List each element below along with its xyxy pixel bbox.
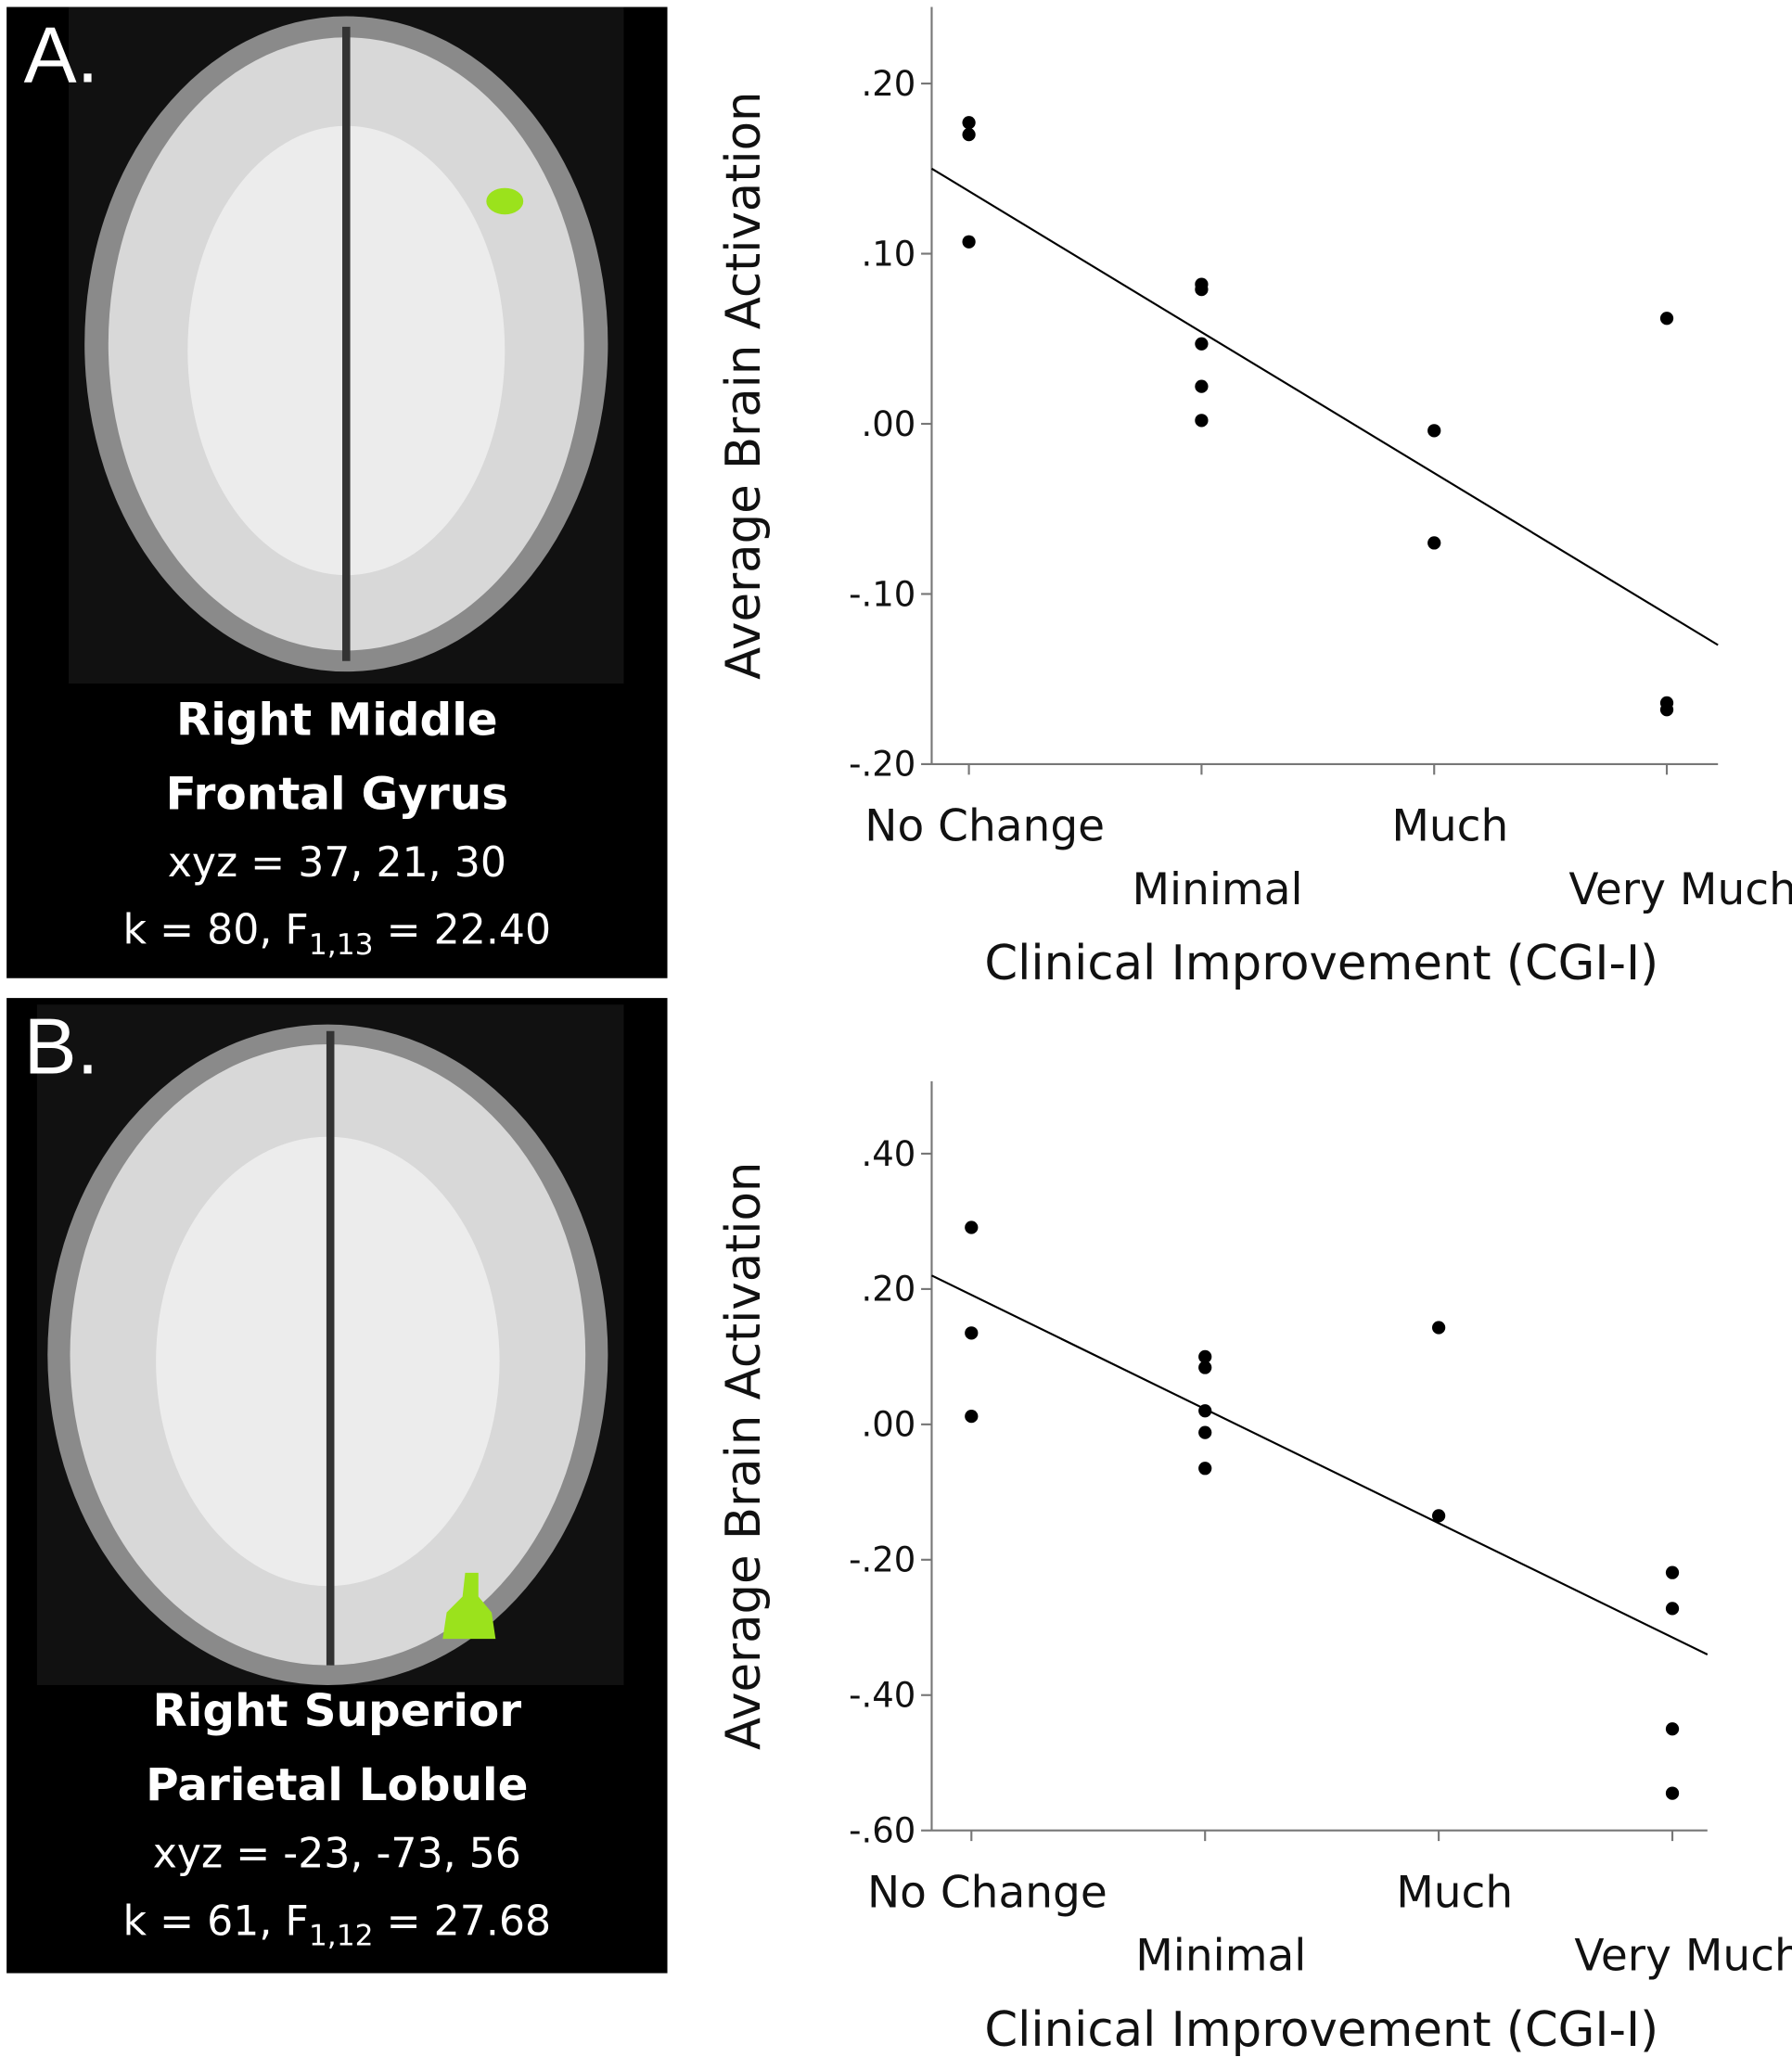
- stat-subscript: 1,13: [309, 928, 374, 962]
- x-tick-label: Very Much: [1568, 864, 1792, 915]
- x-tick-label: No Change: [867, 1867, 1107, 1918]
- y-tick-label: -.20: [849, 1540, 915, 1580]
- y-axis-title: Average Brain Activation: [716, 92, 772, 680]
- y-tick-label: -.40: [849, 1676, 915, 1716]
- point: [1427, 424, 1441, 438]
- point: [1195, 379, 1209, 393]
- panel-b-image: [6, 998, 668, 1974]
- point: [1195, 282, 1209, 297]
- region-name: Right Superior: [153, 1685, 522, 1737]
- x-tick-label: Much: [1396, 1867, 1513, 1918]
- point: [1198, 1462, 1212, 1476]
- point: [1659, 703, 1674, 717]
- coordinates: xyz = -23, -73, 56: [153, 1831, 521, 1878]
- point: [1198, 1361, 1212, 1374]
- stat-subscript: 1,12: [309, 1920, 374, 1953]
- stat-main: k = 61, F: [123, 1898, 309, 1945]
- y-tick-label: .40: [861, 1134, 915, 1174]
- fit-line: [930, 1274, 1709, 1655]
- y-tick-label: -.20: [849, 745, 915, 785]
- point: [1431, 1509, 1446, 1523]
- x-axis-title: Clinical Improvement (CGI-I): [984, 936, 1658, 991]
- x-tick-label: No Change: [864, 801, 1105, 852]
- point: [1427, 536, 1441, 550]
- coordinates: xyz = 37, 21, 30: [168, 839, 506, 887]
- fit-line: [930, 167, 1719, 646]
- y-tick-label: .10: [861, 234, 915, 274]
- point: [1195, 414, 1209, 428]
- x-axis-title: Clinical Improvement (CGI-I): [984, 2002, 1658, 2058]
- point: [1431, 1321, 1446, 1335]
- y-tick-label: .00: [861, 1405, 915, 1445]
- y-tick-label: -.60: [849, 1811, 915, 1851]
- point: [1659, 312, 1674, 326]
- point: [1665, 1565, 1680, 1579]
- region-name: Frontal Gyrus: [166, 768, 508, 820]
- point: [962, 127, 976, 142]
- point: [1665, 1786, 1680, 1800]
- point: [1198, 1349, 1212, 1364]
- stat-main: k = 80, F: [123, 907, 309, 954]
- point: [962, 235, 976, 249]
- region-name: Parietal Lobule: [146, 1759, 528, 1811]
- stat-value: = 27.68: [374, 1898, 551, 1945]
- x-tick-label: Minimal: [1132, 864, 1302, 915]
- point: [962, 116, 976, 130]
- panel-a-image: [6, 6, 668, 978]
- x-tick-label: Minimal: [1135, 1931, 1306, 1982]
- y-axis-title: Average Brain Activation: [716, 1162, 772, 1750]
- statistics: k = 61, F1,12 = 27.68: [123, 1898, 552, 1952]
- point: [1198, 1425, 1212, 1439]
- panel-label: A.: [24, 12, 99, 100]
- panel-label: B.: [24, 1003, 99, 1091]
- statistics: k = 80, F1,13 = 22.40: [123, 907, 552, 962]
- point: [1665, 1602, 1680, 1616]
- x-tick-label: Much: [1391, 801, 1508, 852]
- y-tick-label: .00: [861, 404, 915, 444]
- stat-value: = 22.40: [374, 907, 551, 954]
- point: [1195, 337, 1209, 351]
- point: [965, 1326, 979, 1340]
- point: [965, 1409, 979, 1424]
- y-tick-label: .20: [861, 1270, 915, 1310]
- region-name: Right Middle: [176, 695, 498, 747]
- point: [965, 1220, 979, 1234]
- y-tick-label: .20: [861, 64, 915, 104]
- y-tick-label: -.10: [849, 574, 915, 614]
- x-tick-label: Very Much: [1574, 1931, 1792, 1982]
- point: [1665, 1722, 1680, 1736]
